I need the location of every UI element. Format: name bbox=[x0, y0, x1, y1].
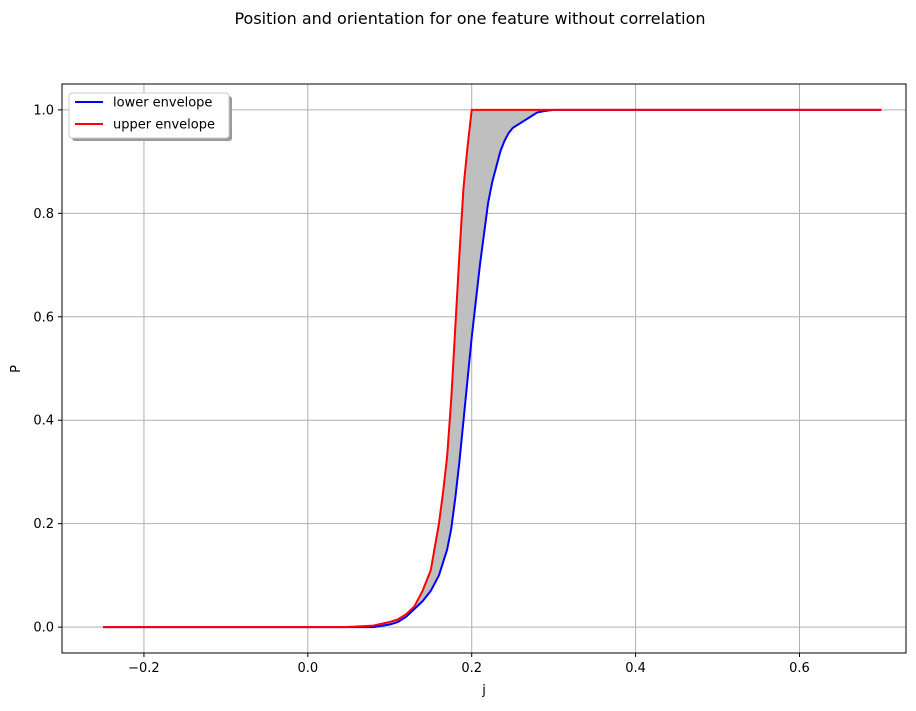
legend-box bbox=[68, 92, 230, 139]
y-tick-label: 0.2 bbox=[33, 517, 54, 532]
y-tick-label: 0.4 bbox=[33, 414, 54, 429]
upper-envelope-line bbox=[102, 108, 882, 629]
y-axis-ticks: 0.0 0.2 0.4 0.6 0.8 1.0 bbox=[33, 103, 62, 636]
lower-envelope-line bbox=[102, 108, 882, 629]
y-tick-label: 1.0 bbox=[33, 103, 54, 118]
x-tick-label: 0.0 bbox=[297, 661, 318, 676]
x-tick-label: 0.2 bbox=[461, 661, 482, 676]
legend: lower envelope upper envelope bbox=[68, 92, 232, 141]
x-axis-ticks: −0.2 0.0 0.2 0.4 0.6 bbox=[128, 653, 810, 676]
y-tick-label: 0.6 bbox=[33, 310, 54, 325]
x-tick-label: 0.4 bbox=[625, 661, 646, 676]
plot-frame bbox=[61, 83, 907, 654]
y-axis-label: P bbox=[9, 365, 24, 373]
envelope-fill-layer bbox=[102, 109, 882, 628]
series-layer bbox=[102, 108, 882, 629]
x-axis-label: j bbox=[481, 683, 486, 698]
legend-label-upper: upper envelope bbox=[113, 118, 215, 133]
y-tick-label: 0.0 bbox=[33, 621, 54, 636]
envelope-fill-region bbox=[102, 109, 882, 628]
x-tick-label: 0.6 bbox=[789, 661, 810, 676]
y-tick-label: 0.8 bbox=[33, 207, 54, 222]
x-tick-label: −0.2 bbox=[128, 661, 160, 676]
chart-title: Position and orientation for one feature… bbox=[234, 9, 705, 28]
legend-label-lower: lower envelope bbox=[113, 96, 212, 111]
